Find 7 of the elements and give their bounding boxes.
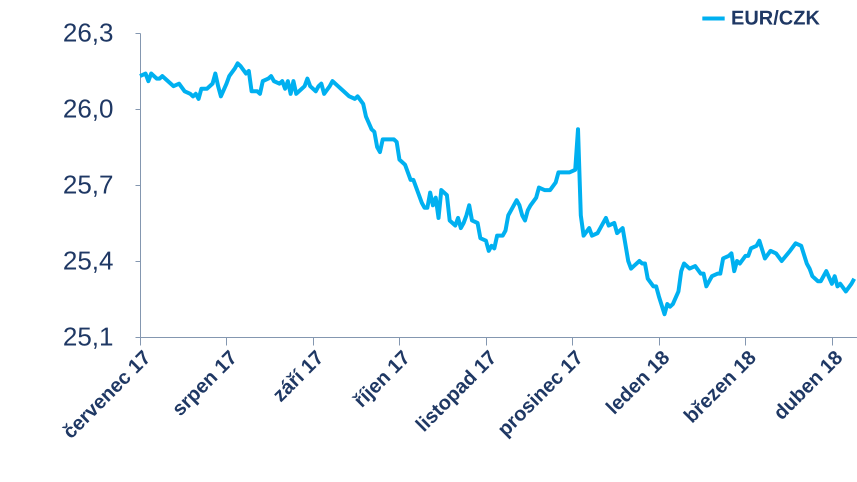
- legend-label: EUR/CZK: [731, 8, 820, 30]
- y-tick-label: 25,4: [62, 246, 114, 276]
- y-tick-label: 25,7: [62, 170, 114, 200]
- y-tick-label: 25,1: [62, 322, 114, 352]
- line-series: [138, 61, 856, 316]
- y-tick-label: 26,3: [62, 18, 114, 48]
- y-tick-label: 26,0: [62, 94, 114, 124]
